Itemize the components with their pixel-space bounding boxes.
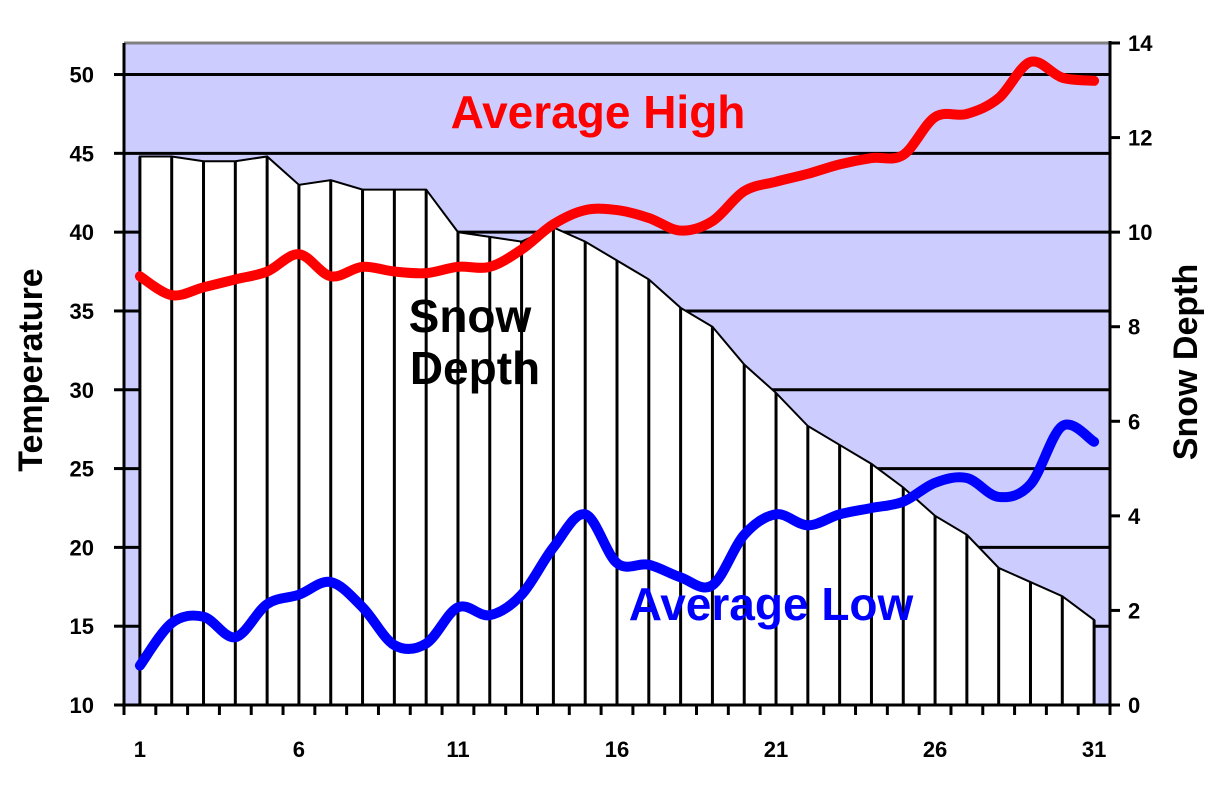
y2-tick-label: 14 xyxy=(1128,31,1153,56)
y-tick-label: 40 xyxy=(70,220,94,245)
y-tick-label: 45 xyxy=(70,141,94,166)
x-tick-label: 16 xyxy=(605,737,629,762)
annotation-depth: Depth xyxy=(410,342,540,394)
y2-tick-label: 8 xyxy=(1128,315,1140,340)
y2-tick-label: 10 xyxy=(1128,220,1152,245)
x-tick-label: 21 xyxy=(764,737,788,762)
annotation-average-high: Average High xyxy=(451,86,746,138)
annotation-average-low: Average Low xyxy=(629,578,914,630)
x-tick-label: 31 xyxy=(1082,737,1106,762)
y-tick-label: 15 xyxy=(70,614,94,639)
y2-tick-label: 12 xyxy=(1128,126,1152,151)
y2-tick-label: 6 xyxy=(1128,409,1140,434)
y-tick-label: 20 xyxy=(70,535,94,560)
x-tick-label: 11 xyxy=(446,737,469,762)
y-tick-label: 30 xyxy=(70,378,94,403)
x-tick-label: 26 xyxy=(923,737,947,762)
y-axis-title: Temperature xyxy=(12,268,50,471)
y-tick-label: 50 xyxy=(70,63,94,88)
annotation-snow: Snow xyxy=(409,290,532,342)
y2-tick-label: 0 xyxy=(1128,693,1140,718)
x-tick-label: 1 xyxy=(134,737,146,762)
y2-tick-label: 4 xyxy=(1128,504,1141,529)
y2-axis-title: Snow Depth xyxy=(1167,264,1205,460)
y-tick-label: 10 xyxy=(70,693,94,718)
y-tick-label: 35 xyxy=(70,299,94,324)
y-tick-label: 25 xyxy=(70,457,94,482)
y2-tick-label: 2 xyxy=(1128,598,1140,623)
x-tick-label: 6 xyxy=(293,737,305,762)
